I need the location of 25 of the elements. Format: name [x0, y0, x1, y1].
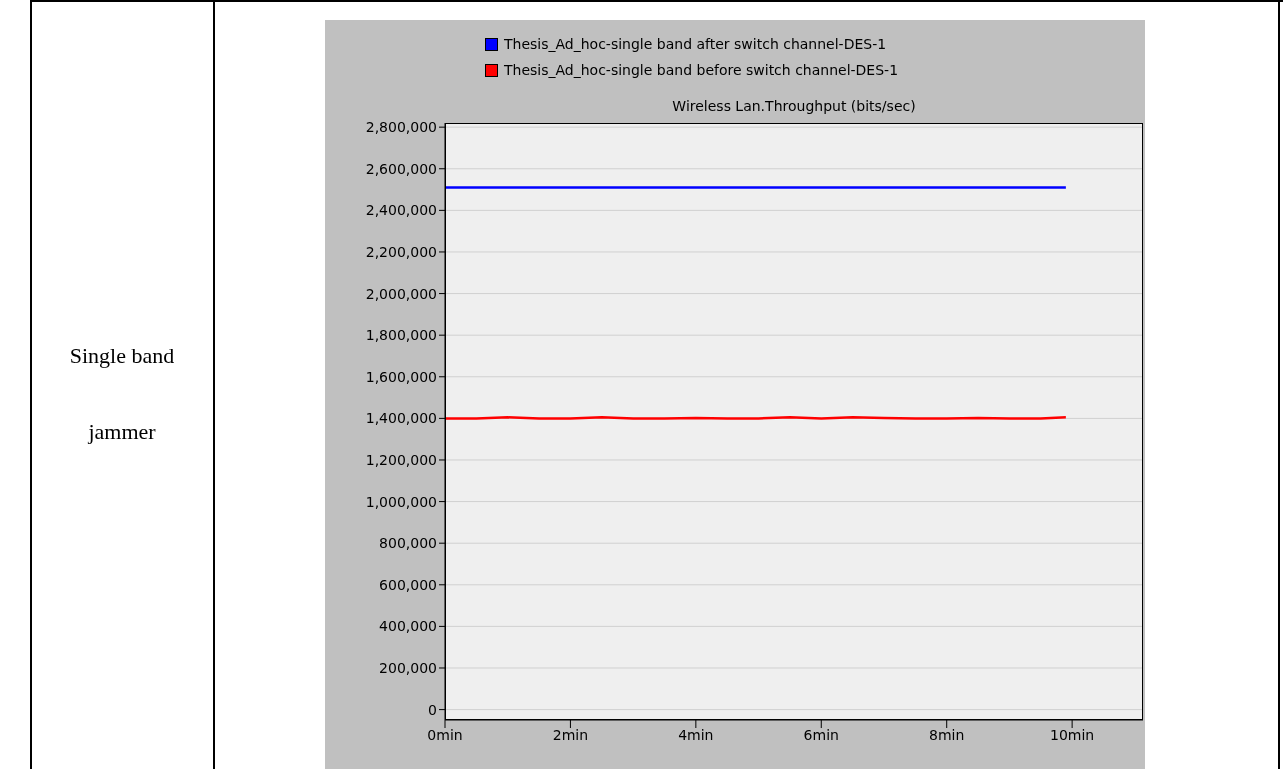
x-tick-label: 8min	[929, 726, 965, 743]
x-tick-label: 6min	[803, 726, 839, 743]
y-tick-label: 1,600,000	[365, 368, 437, 385]
y-tick-label: 800,000	[379, 535, 437, 552]
y-tick-label: 1,200,000	[365, 451, 437, 468]
x-tick-label: 4min	[678, 726, 714, 743]
x-tick-label: 2min	[552, 726, 589, 743]
y-tick-label: 200,000	[379, 659, 437, 676]
y-tick-label: 1,800,000	[365, 327, 437, 344]
y-tick-label: 600,000	[379, 576, 437, 593]
y-tick-label: 2,800,000	[365, 119, 437, 136]
y-tick-label: 1,400,000	[365, 410, 437, 427]
text: Single band jammer	[69, 343, 175, 444]
x-tick-label: 0min	[427, 726, 463, 743]
y-tick-label: 2,000,000	[365, 285, 437, 302]
y-tick-label: 2,400,000	[365, 202, 437, 219]
chart-title: Wireless Lan.Throughput (bits/sec)	[671, 98, 917, 114]
legend-label: Thesis_Ad_hoc-single band after switch channel-DES-1	[504, 36, 887, 52]
y-tick-label: 0	[428, 701, 437, 718]
legend-label: Thesis_Ad_hoc-single band before switch channel-DES-1	[504, 62, 899, 78]
x-tick-label: 10min	[1050, 726, 1095, 743]
y-tick-label: 1,000,000	[365, 493, 437, 510]
y-tick-label: 2,600,000	[365, 160, 437, 177]
y-tick-label: 2,200,000	[365, 243, 437, 260]
y-tick-label: 400,000	[379, 618, 437, 635]
